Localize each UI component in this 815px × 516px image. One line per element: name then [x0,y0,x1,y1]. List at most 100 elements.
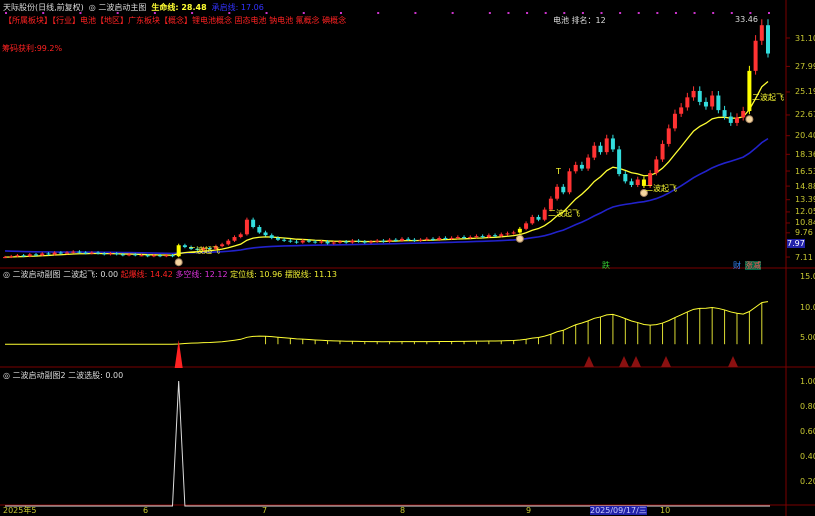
high-price-label: 33.46 [735,15,758,24]
sub1-line [5,301,769,345]
candle-body [753,40,758,71]
candle-body [555,186,560,199]
candle-body [145,255,150,257]
price-tick-label: 31.10 [795,33,815,43]
t-marker: T [556,167,561,176]
signal-label: 二波起飞 [188,246,220,255]
marker-dot [544,12,547,14]
candle-body [592,145,597,158]
signal-coin-icon [174,258,183,267]
candle-body [604,138,609,153]
candle-body [189,247,194,249]
sub2-line [5,380,770,507]
candle-body [598,145,603,153]
candle-body [133,254,138,256]
marker-dot [600,12,603,14]
signal-label: 二波起飞 [548,209,580,218]
sector-info: 【所属板块】【行业】电池【地区】广东板块【概念】锂电池概念 固态电池 钠电池 氟… [4,16,347,25]
candle-body [418,239,423,241]
candle-body [654,159,659,174]
candle-body [703,101,708,107]
life-label: 生命线: [151,3,179,12]
candle-body [486,235,491,238]
candle-body [201,247,206,250]
candle-body [71,251,76,253]
candle-body [108,253,113,255]
candle-body [350,240,355,243]
marker-dot [302,12,305,14]
marker-dot [507,12,510,14]
candle-body [21,255,26,257]
candle-body [244,219,249,235]
candle-body [648,173,653,186]
candle-body [561,186,566,193]
candle-body [158,255,163,257]
indicator-name[interactable]: ◎ 二波启动主图 [88,3,147,12]
candle-body [766,25,770,54]
candle-body [15,255,20,257]
candle-body [275,237,280,240]
marker-dot [153,12,156,14]
candle-body [27,254,32,257]
price-tick-label: 14.88 [795,181,815,191]
sub1-header[interactable]: ◎ 二波启动副图 二波起飞: 0.00 起爆线: 14.42 多空线: 12.1… [3,270,337,279]
candle-body [499,234,504,237]
price-tick-label: 9.76 [795,228,813,238]
candle-body [610,138,615,150]
candle-body [58,252,63,254]
candle-body [511,232,516,234]
marker-dot [79,12,82,14]
candle-body [263,232,268,236]
marker-dot [656,12,659,14]
cheng-line-readout: 承启线: 17.06 [212,3,264,12]
candle-body [319,241,324,243]
candle-body [151,255,156,257]
candle-body [139,255,144,257]
candle-body [251,219,256,227]
candle-body [455,237,460,239]
marker-dot [42,12,45,14]
candle-body [437,237,442,240]
die-marker: 跌 [602,261,610,270]
candle-body [120,254,125,256]
sub1-l1: 起爆线: 14.42 [120,270,173,279]
candle-body [443,237,448,239]
candle-body [288,240,293,242]
price-tick-label: 25.19 [795,87,815,97]
candle-body [306,240,311,242]
candle-body [623,174,628,182]
sub1-triangle [631,356,641,367]
candle-body [9,256,14,258]
candle-body [114,253,119,255]
marker-dot [228,12,231,14]
marker-dot [637,12,640,14]
candle-body [337,241,342,243]
candle-body [679,107,684,114]
candle-body [226,240,231,245]
marker-dot [191,12,194,14]
candle-body [164,255,169,257]
cheng-value: 17.06 [240,3,264,12]
sub2-tick-label: 0.20 [800,476,815,486]
price-tick-label: 18.36 [795,149,815,159]
price-tick-label: 10.84 [795,218,815,228]
zhang-marker: 涨减 [745,261,761,270]
marker-dot [5,12,7,14]
candle-body [375,240,380,242]
candle-body [462,237,467,239]
candle-body [393,239,398,241]
candle-body [685,97,690,108]
profit-ratio: 筹码获利:99.2% [2,44,63,53]
sub1-tick-label: 10.00 [800,302,815,312]
cai-marker: 财 [733,261,741,270]
sub1-fly-value: 0.00 [100,270,119,279]
marker-dot [563,12,566,14]
candle-body [480,236,485,238]
marker-dot [116,12,119,14]
sub2-sel-value: 0.00 [105,371,124,380]
sub2-header[interactable]: ◎ 二波启动副图2 二波选股: 0.00 [3,371,124,380]
candle-body [96,252,101,254]
candle-body [381,240,386,242]
x-tick-label: 2025年5 [3,506,37,515]
